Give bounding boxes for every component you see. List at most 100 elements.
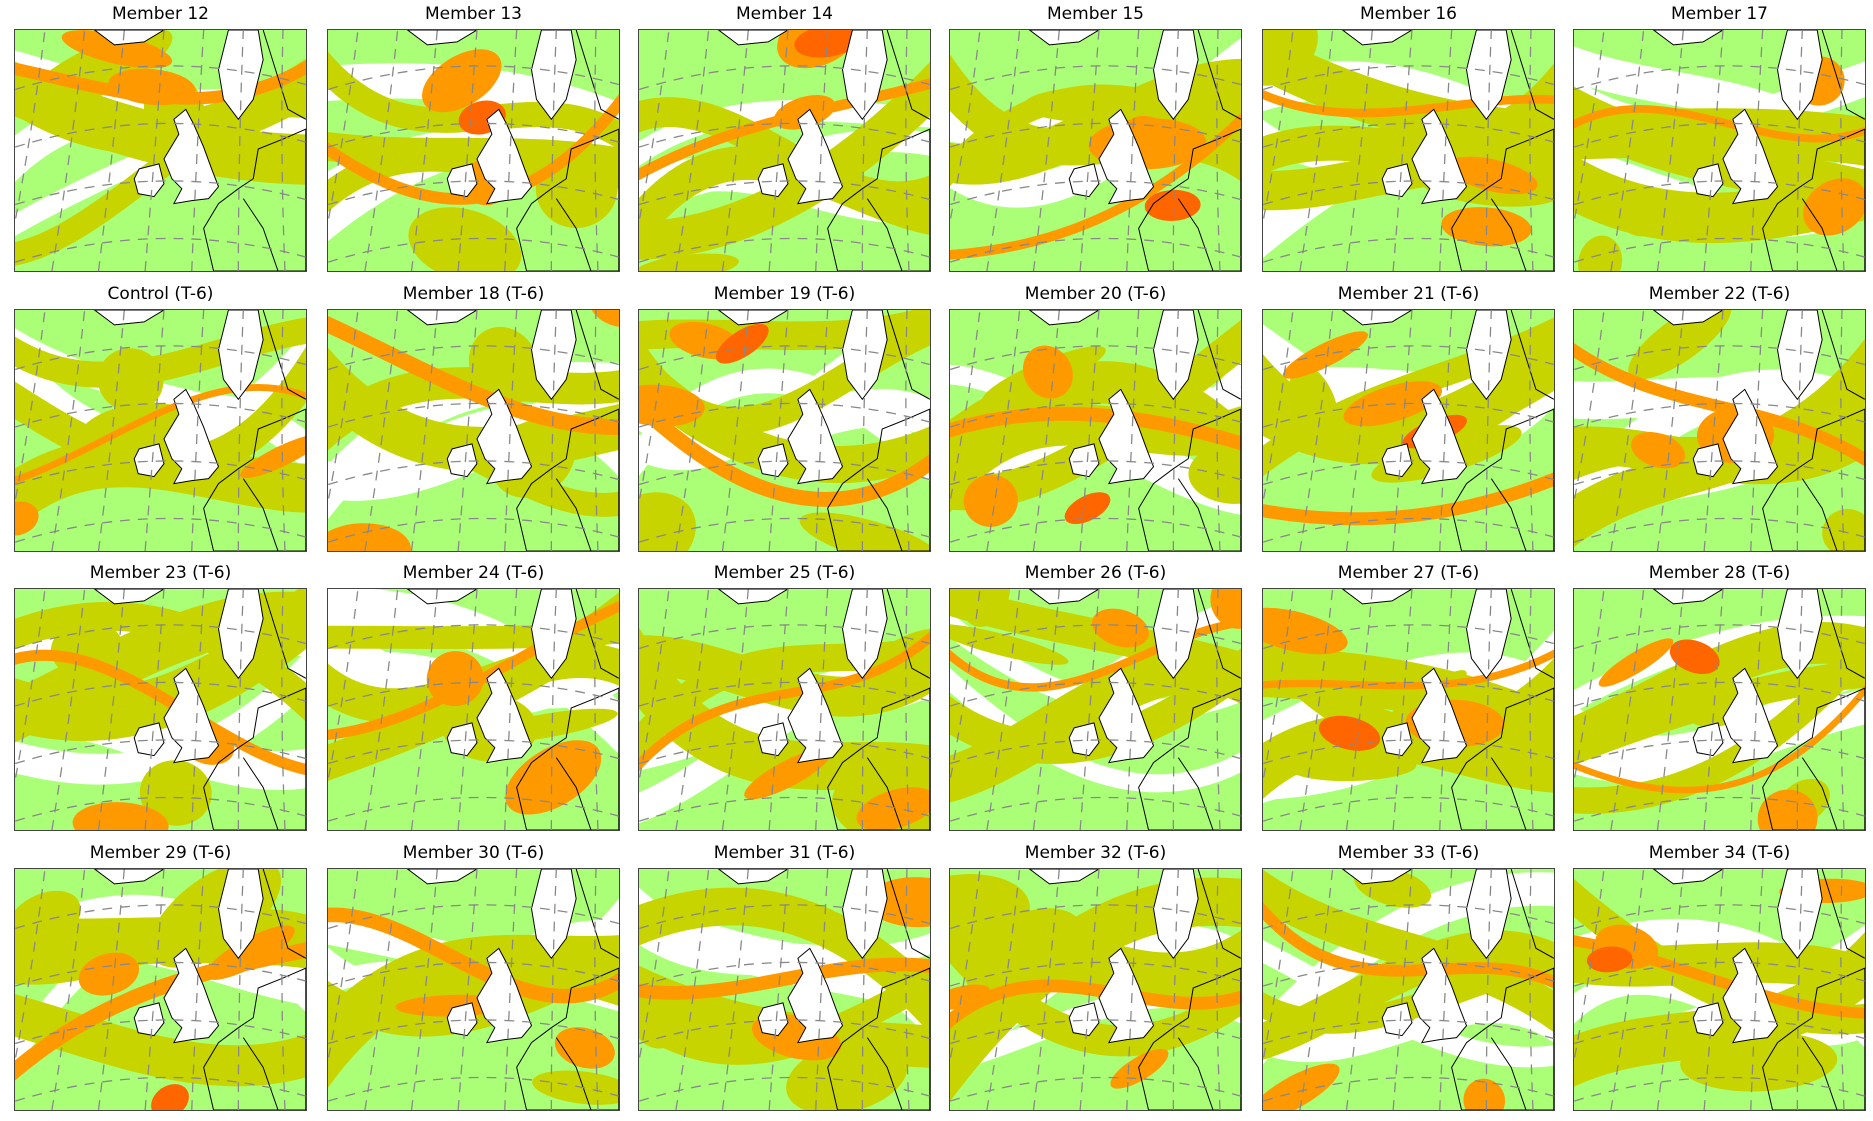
great-britain: [1098, 947, 1155, 1044]
mid-value-region: [1728, 1054, 1792, 1090]
high-value-band: [328, 907, 619, 1004]
continent: [827, 408, 930, 551]
panel-title: Member 31 (T-6): [713, 843, 856, 863]
continent: [516, 967, 619, 1110]
mid-value-region: [639, 993, 685, 1049]
forecast-map: [327, 29, 620, 272]
mid-value-region: [1263, 30, 1318, 86]
mid-value-region: [139, 760, 212, 826]
continent: [1762, 408, 1865, 551]
mid-value-band: [15, 591, 306, 743]
border-line: [1197, 869, 1241, 959]
high-value-region: [1803, 178, 1865, 236]
forecast-map: [638, 309, 931, 552]
high-value-band: [328, 600, 619, 740]
land-masses: [1652, 30, 1865, 271]
mid-value-region: [97, 348, 164, 412]
norway: [1466, 589, 1512, 680]
high-value-region: [15, 501, 39, 536]
high-value-region: [78, 952, 140, 996]
border-line: [1821, 30, 1865, 120]
border-line: [1821, 869, 1865, 959]
norway: [842, 30, 888, 121]
great-britain: [787, 108, 844, 205]
border-line: [1490, 478, 1527, 551]
mid-value-band: [15, 94, 306, 266]
border-line: [1177, 757, 1214, 830]
forecast-map: [638, 29, 931, 272]
iceland: [1341, 310, 1413, 326]
border-line: [555, 1037, 592, 1110]
continent: [1451, 408, 1554, 551]
forecast-map: [1262, 868, 1555, 1111]
great-britain: [1722, 108, 1779, 205]
land-masses: [1341, 310, 1554, 551]
border-line: [1490, 1037, 1527, 1110]
graticule: [15, 869, 306, 1110]
forecast-map: [1262, 588, 1555, 831]
border-line: [886, 869, 930, 959]
continent: [203, 967, 306, 1110]
graticule: [1574, 310, 1865, 551]
forecast-map: [327, 868, 620, 1111]
continent: [827, 687, 930, 830]
border-line: [886, 310, 930, 400]
norway: [842, 589, 888, 680]
iceland: [1652, 30, 1724, 46]
norway: [531, 869, 577, 960]
ireland: [446, 1002, 478, 1037]
land-masses: [1028, 310, 1241, 551]
border-line: [242, 1037, 279, 1110]
norway: [842, 869, 888, 960]
iceland: [1341, 589, 1413, 605]
border-line: [866, 478, 903, 551]
high-value-region: [1282, 331, 1368, 379]
iceland: [1652, 310, 1724, 326]
iceland: [406, 589, 478, 605]
panel-title: Member 23 (T-6): [89, 563, 232, 583]
norway: [1153, 30, 1199, 121]
high-value-band: [950, 979, 1241, 1029]
forecast-map: [14, 29, 307, 272]
iceland: [717, 589, 789, 605]
iceland: [1028, 310, 1100, 326]
continent: [203, 128, 306, 271]
great-britain: [787, 947, 844, 1044]
border-line: [1510, 310, 1554, 400]
panel-title: Member 22 (T-6): [1648, 284, 1791, 304]
norway: [531, 30, 577, 121]
land-masses: [406, 310, 619, 551]
mid-value-band: [639, 310, 930, 351]
continent: [516, 687, 619, 830]
high-value-band: [328, 93, 619, 205]
graticule: [1263, 30, 1554, 271]
low-value-band: [950, 668, 1241, 793]
high-value-region: [1263, 1063, 1340, 1110]
border-line: [1197, 310, 1241, 400]
panel-title: Member 14: [736, 4, 833, 24]
iceland: [406, 869, 478, 885]
graticule: [639, 589, 930, 830]
peak-value-region: [1064, 492, 1111, 525]
ireland: [1068, 163, 1100, 198]
forecast-map: [1573, 588, 1866, 831]
peak-value-region: [1586, 946, 1633, 973]
high-value-band: [639, 78, 930, 181]
panel-title: Member 15: [1047, 4, 1144, 24]
border-line: [1177, 1037, 1214, 1110]
norway: [218, 869, 264, 960]
great-britain: [787, 388, 844, 485]
iceland: [1341, 869, 1413, 885]
high-value-region: [505, 740, 602, 815]
mid-value-region: [1288, 365, 1339, 448]
high-value-region: [240, 434, 306, 479]
border-line: [1801, 1037, 1838, 1110]
high-value-band: [15, 649, 306, 776]
border-line: [1801, 478, 1838, 551]
graticule: [15, 310, 306, 551]
continent: [1762, 967, 1865, 1110]
panel-title: Member 13: [425, 4, 522, 24]
high-value-region: [590, 310, 619, 328]
continent: [827, 967, 930, 1110]
iceland: [93, 589, 165, 605]
